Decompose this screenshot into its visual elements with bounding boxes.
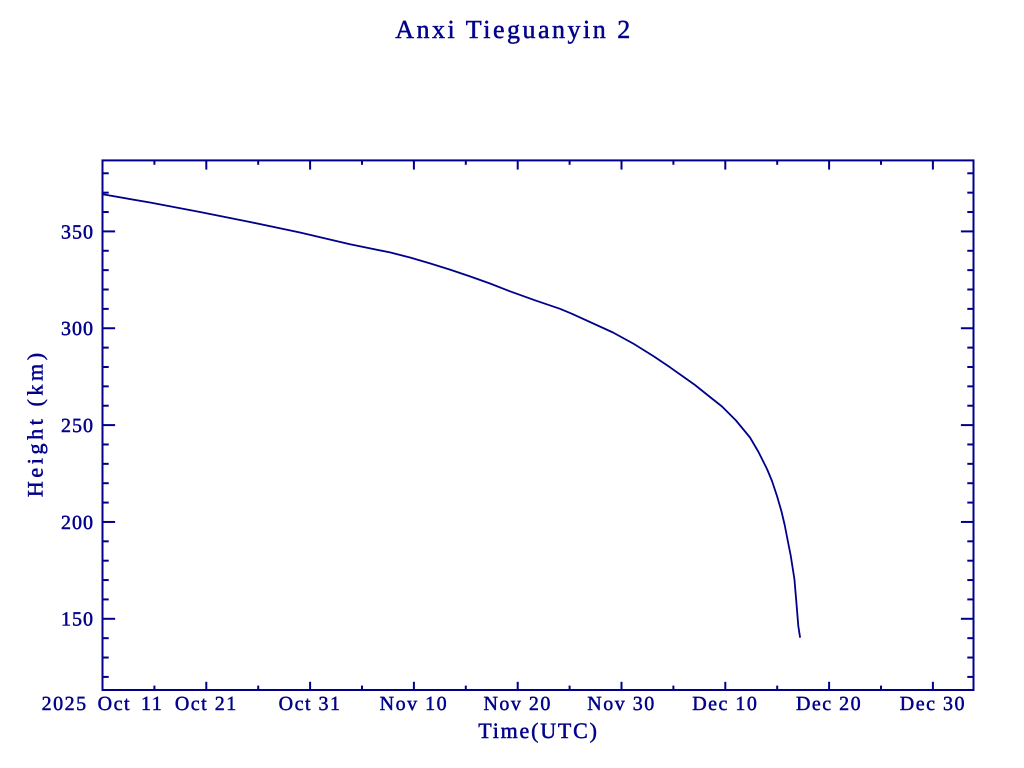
svg-text:200: 200 bbox=[61, 512, 94, 534]
svg-text:Time(UTC): Time(UTC) bbox=[478, 718, 599, 743]
svg-text:350: 350 bbox=[61, 221, 94, 243]
svg-text:Dec 30: Dec 30 bbox=[900, 693, 966, 715]
svg-text:Oct 31: Oct 31 bbox=[279, 693, 342, 715]
svg-text:Dec 20: Dec 20 bbox=[796, 693, 862, 715]
svg-text:Nov 30: Nov 30 bbox=[587, 693, 655, 715]
svg-text:250: 250 bbox=[61, 415, 94, 437]
svg-text:150: 150 bbox=[61, 609, 94, 631]
svg-text:Nov 20: Nov 20 bbox=[483, 693, 551, 715]
svg-text:Dec 10: Dec 10 bbox=[692, 693, 758, 715]
svg-text:Anxi Tieguanyin 2: Anxi Tieguanyin 2 bbox=[395, 15, 633, 44]
svg-text:Height (km): Height (km) bbox=[23, 349, 48, 497]
svg-text:2025 Oct 11: 2025 Oct 11 bbox=[42, 693, 164, 715]
svg-text:Oct 21: Oct 21 bbox=[175, 693, 238, 715]
svg-text:Nov 10: Nov 10 bbox=[380, 693, 448, 715]
svg-text:300: 300 bbox=[61, 318, 94, 340]
